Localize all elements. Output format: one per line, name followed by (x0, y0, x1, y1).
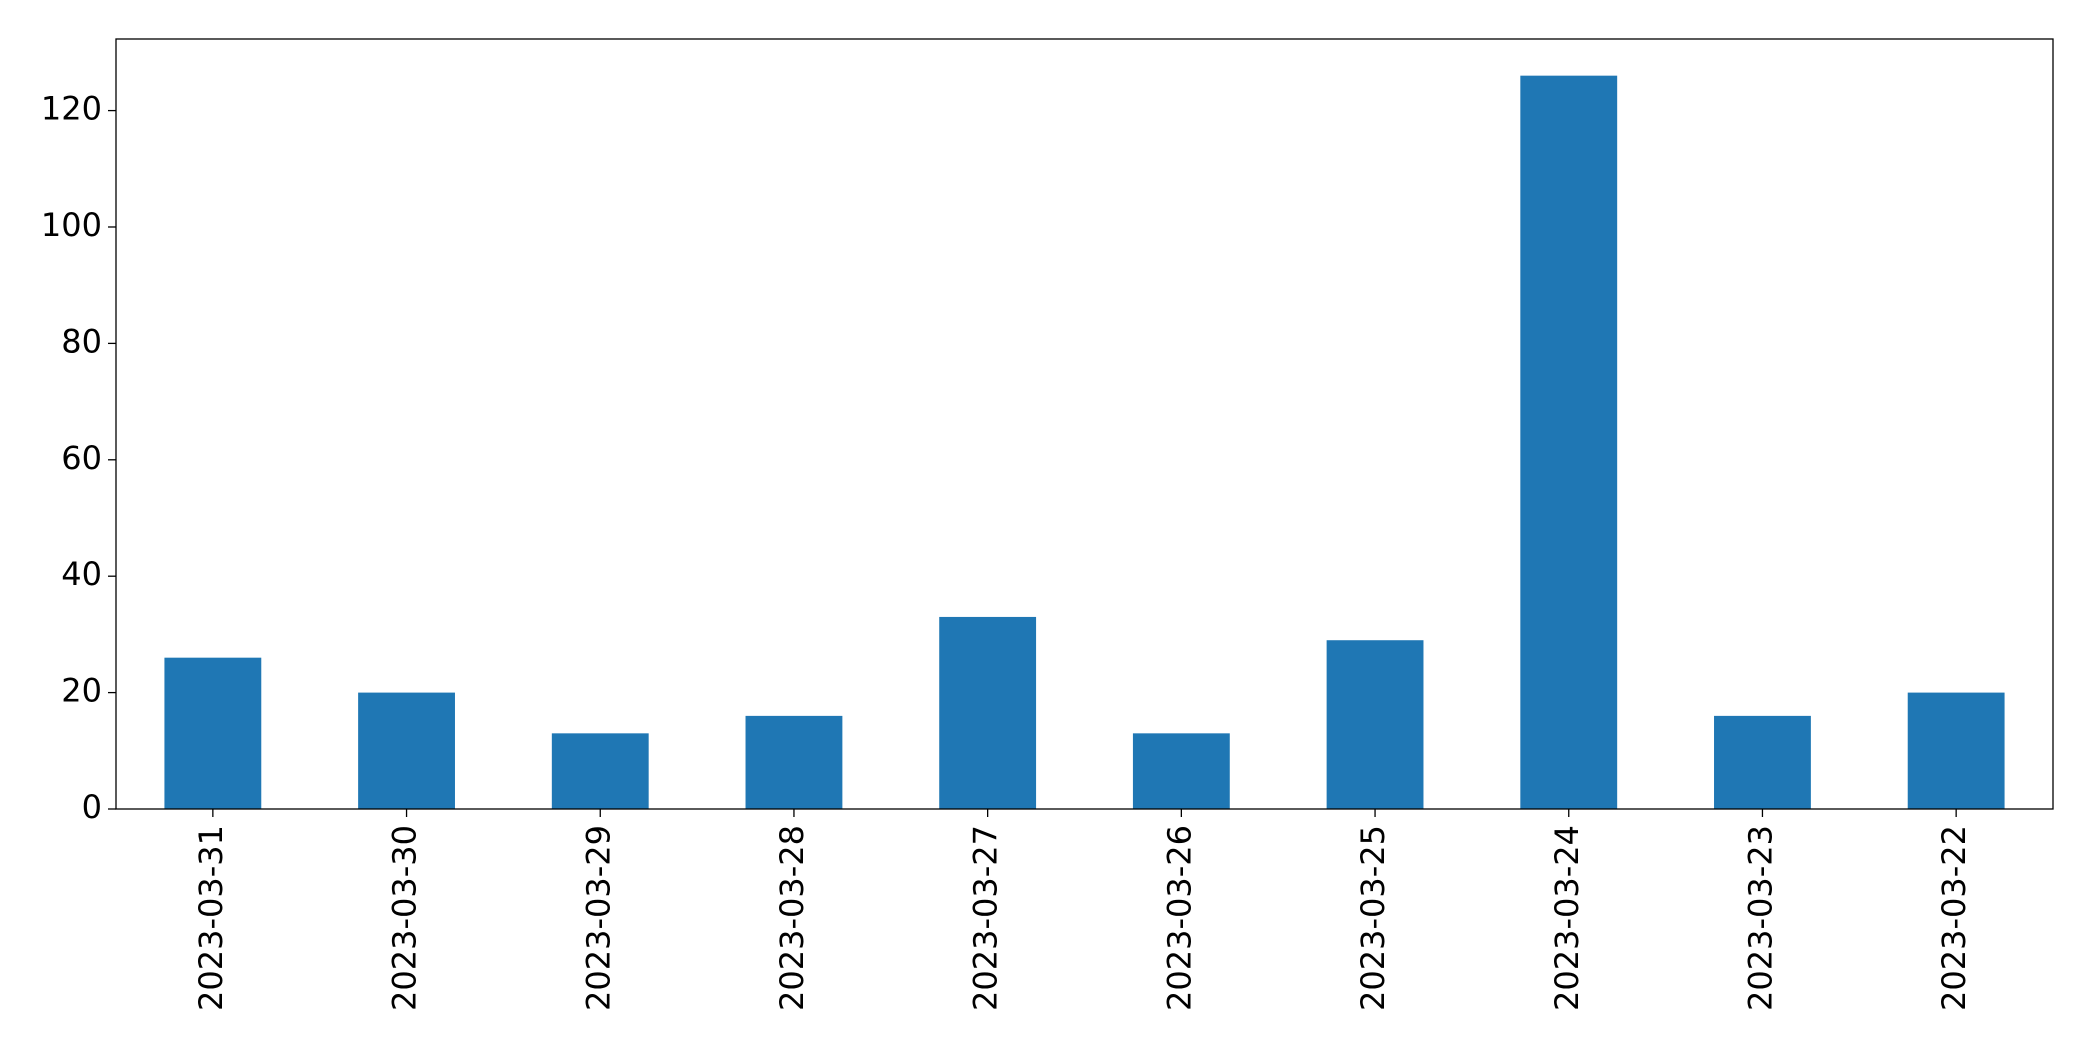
x-tick-label: 2023-03-31 (192, 825, 230, 1011)
x-tick-label: 2023-03-30 (386, 825, 424, 1011)
bar (745, 715, 843, 809)
bar (1520, 75, 1618, 809)
bar (939, 616, 1037, 809)
x-tick-label: 2023-03-27 (967, 825, 1005, 1011)
x-tick-label: 2023-03-22 (1935, 825, 1973, 1011)
y-tick-label: 60 (61, 439, 102, 477)
y-tick-label: 20 (61, 672, 102, 710)
x-tick-label: 2023-03-29 (579, 825, 617, 1011)
x-tick-label: 2023-03-28 (773, 825, 811, 1011)
bar (1714, 715, 1811, 809)
y-tick-label: 80 (61, 322, 102, 360)
bar (164, 657, 262, 809)
y-tick-label: 40 (61, 555, 102, 593)
axes-frame (115, 38, 2054, 810)
y-tick-label: 100 (41, 206, 102, 244)
bar (1907, 692, 2005, 809)
x-tick-label: 2023-03-25 (1354, 825, 1392, 1011)
x-tick-label: 2023-03-26 (1160, 825, 1198, 1011)
bar (551, 733, 649, 809)
y-tick-label: 0 (82, 788, 102, 826)
bar (358, 692, 455, 809)
x-tick-label: 2023-03-24 (1548, 825, 1586, 1011)
bar (1326, 640, 1424, 809)
bar (1132, 733, 1230, 809)
x-tick-label: 2023-03-23 (1741, 825, 1779, 1011)
y-tick-label: 120 (41, 90, 102, 128)
